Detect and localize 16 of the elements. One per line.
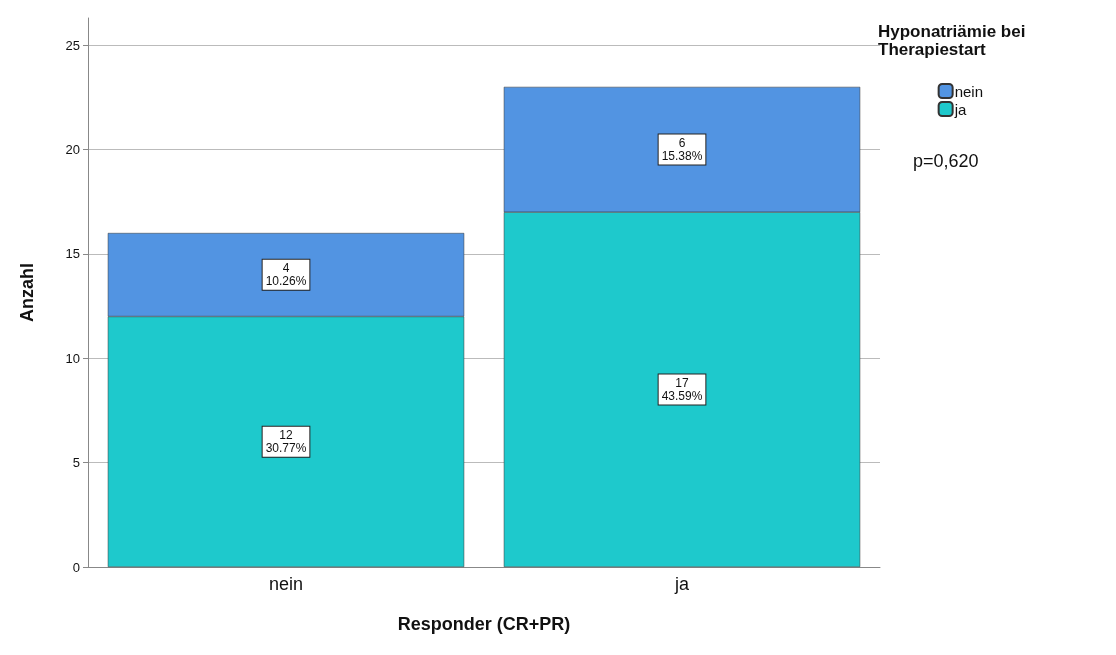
data-label: 12 30.77% — [265, 428, 307, 456]
legend-label: ja — [953, 100, 967, 118]
data-label: 17 43.59% — [661, 376, 703, 404]
y-tick-label: 0 — [72, 559, 80, 575]
legend-label: nein — [954, 82, 983, 100]
y-tick-label: 20 — [65, 142, 80, 158]
data-label: 4 10.26% — [265, 261, 307, 289]
y-tick-label: 5 — [72, 455, 80, 471]
y-tick-label: 10 — [65, 350, 80, 366]
y-tick-label: 25 — [65, 37, 80, 53]
legend-title: Hyponatriämie bei Therapiestart — [878, 21, 1031, 59]
text: p=0,620 — [913, 151, 979, 171]
y-axis-title: Anzahl — [17, 262, 37, 323]
data-label: 6 15.38% — [661, 136, 703, 164]
x-axis-title: Responder (CR+PR) — [397, 614, 571, 634]
y-tick-label: 15 — [65, 246, 80, 262]
